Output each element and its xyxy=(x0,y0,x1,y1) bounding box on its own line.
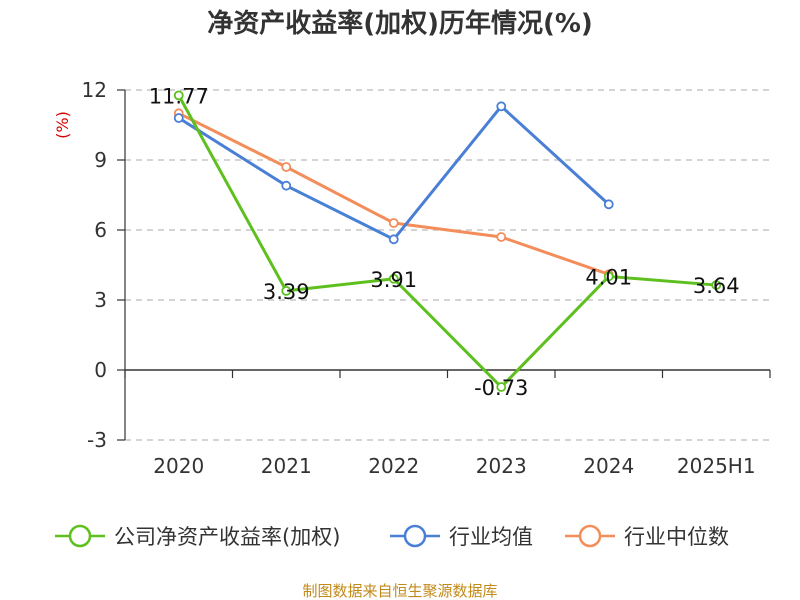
y-tick-label: 9 xyxy=(94,148,107,172)
legend-marker xyxy=(403,524,427,548)
x-tick-label: 2022 xyxy=(368,454,419,478)
data-point xyxy=(388,273,399,284)
legend-label: 行业中位数 xyxy=(624,525,729,549)
legend-label: 公司净资产收益率(加权) xyxy=(114,525,340,549)
y-axis-unit: (%) xyxy=(53,111,72,139)
y-tick-label: 0 xyxy=(94,358,107,382)
series-group xyxy=(173,90,722,392)
x-tick-label: 2025H1 xyxy=(677,454,756,478)
legend: 公司净资产收益率(加权) 行业均值 行业中位数 xyxy=(55,524,729,549)
data-label: 4.01 xyxy=(585,265,632,289)
data-point xyxy=(173,90,184,101)
data-label: 11.77 xyxy=(149,84,209,108)
data-point xyxy=(173,113,184,123)
data-labels: 11.77 3.39 3.91 -0.73 4.01 3.64 xyxy=(149,84,740,400)
legend-label: 行业均值 xyxy=(449,525,533,549)
data-point xyxy=(603,271,614,282)
data-point xyxy=(603,199,614,210)
data-point xyxy=(711,280,722,290)
series-line xyxy=(177,94,717,389)
data-label: 3.91 xyxy=(370,268,417,292)
y-tick-label: 3 xyxy=(94,288,107,312)
data-label: 3.39 xyxy=(263,280,310,304)
data-point xyxy=(281,162,292,172)
data-point xyxy=(388,234,399,245)
data-label: 3.64 xyxy=(693,274,740,298)
data-point xyxy=(496,232,507,242)
axes: 12 9 6 3 0 -3 2020 2021 2022 2023 2024 2025H1 xyxy=(82,78,771,478)
y-tick-label: -3 xyxy=(87,428,107,452)
legend-marker xyxy=(578,524,602,548)
grid-lines xyxy=(125,89,770,441)
data-point xyxy=(496,101,507,112)
legend-marker xyxy=(68,524,92,548)
data-point xyxy=(281,285,292,296)
x-tick-label: 2024 xyxy=(583,454,634,478)
x-tick-label: 2021 xyxy=(261,454,312,478)
data-point xyxy=(281,180,292,191)
x-tick-label: 2020 xyxy=(153,454,204,478)
source-note: 制图数据来自恒生聚源数据库 xyxy=(302,582,497,600)
x-tick-label: 2023 xyxy=(476,454,527,478)
data-label: -0.73 xyxy=(474,376,528,400)
data-point xyxy=(496,382,507,392)
series-line xyxy=(178,111,610,276)
y-tick-label: 6 xyxy=(94,218,107,242)
chart-title: 净资产收益率(加权)历年情况(%) xyxy=(207,8,593,39)
y-tick-label: 12 xyxy=(82,78,107,102)
data-point xyxy=(388,218,399,228)
